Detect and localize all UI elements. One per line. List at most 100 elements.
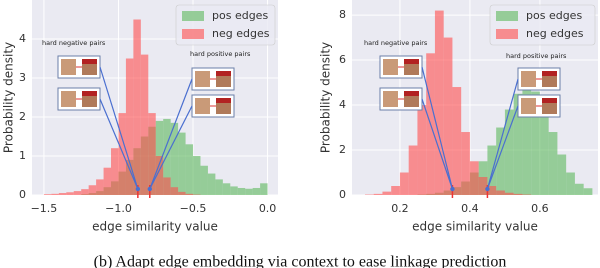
face (521, 71, 536, 87)
face-hair (542, 71, 557, 76)
y-axis-label: Probability density (319, 42, 333, 153)
legend-swatch (496, 11, 518, 21)
y-tick-label: 2 (339, 143, 346, 156)
face-hair (216, 71, 231, 76)
histogram-bar (185, 144, 194, 195)
y-tick-label: 0 (19, 188, 26, 201)
histogram-bar (531, 91, 540, 195)
y-tick-label: 2 (19, 110, 26, 123)
histogram-bar (51, 193, 59, 195)
histogram-bar (522, 84, 532, 195)
x-tick-label: 0.0 (259, 202, 277, 215)
pointer-dot (147, 186, 152, 192)
histogram-bar (513, 93, 523, 195)
x-tick-label: −0.5 (180, 202, 207, 215)
histogram-bar (73, 191, 82, 195)
pointer-line (486, 105, 519, 190)
histogram-bar (125, 58, 134, 195)
chart: 0 1 2 3 4 −1.5 −1.0 −0.5 0.0 edge similarity valu… (2, 0, 278, 234)
histogram-bar (487, 145, 497, 195)
histogram-bar (170, 187, 179, 195)
histogram-bar (382, 191, 392, 195)
histogram-bar (237, 187, 246, 195)
histogram-bar (178, 132, 186, 195)
histogram-bar (504, 109, 514, 195)
x-tick-label: −1.0 (105, 202, 132, 215)
histogram-bar (245, 188, 253, 195)
y-axis-label: Probability density (2, 42, 16, 153)
histogram-bar (148, 113, 156, 195)
histogram-bar (81, 189, 89, 195)
legend-label: neg edges (526, 27, 584, 40)
annotation: hard positive pairs (506, 52, 567, 60)
x-tick-label: 0.6 (531, 202, 549, 215)
histogram-bar (496, 127, 505, 195)
pointer-line (421, 66, 454, 190)
face (195, 98, 210, 114)
histogram-bar (408, 145, 418, 195)
y-tick-label: 4 (19, 32, 26, 45)
histogram-bar (111, 148, 119, 195)
pointer-dot (450, 186, 455, 192)
y-tick-label: 0 (339, 188, 346, 201)
histogram-bar (133, 19, 141, 195)
pointer-line (486, 78, 519, 190)
histogram-bar (215, 179, 223, 195)
face (61, 59, 76, 75)
histogram-bar (260, 183, 268, 195)
legend-label: pos edges (212, 9, 268, 22)
y-tick-label: 6 (339, 53, 346, 66)
histogram-bar (140, 54, 149, 195)
histogram-bar (574, 183, 584, 195)
pointer-line (99, 66, 139, 190)
face (521, 98, 536, 114)
legend-swatch (182, 29, 204, 39)
face (383, 91, 398, 107)
annotation: hard negative pairs (364, 39, 428, 47)
pointer-dot (135, 186, 141, 192)
x-tick-label: −1.5 (31, 202, 58, 215)
pointer-line (149, 105, 193, 190)
face-hair (404, 59, 419, 64)
y-tick-label: 3 (19, 71, 26, 84)
annotation: hard positive pairs (190, 50, 251, 58)
histogram-bar (504, 192, 514, 195)
histogram-bar (58, 193, 67, 195)
histogram-bar (170, 122, 179, 195)
chart: 0 2 4 6 8 0.2 0.4 0.6 edge similarity value Proba… (319, 0, 598, 234)
histogram-bar (461, 132, 470, 195)
histogram-bar (118, 113, 126, 195)
histogram-bar (88, 185, 97, 195)
legend-swatch (496, 29, 518, 39)
histogram-bar (583, 188, 593, 195)
histogram-bar (373, 193, 383, 195)
face-hair (542, 98, 557, 103)
face-hair (404, 91, 419, 96)
histogram-bar (207, 173, 216, 195)
histogram-bar (185, 193, 194, 195)
histogram-bar (222, 183, 231, 195)
histogram-bar (539, 109, 549, 195)
histogram-bar (200, 165, 208, 195)
histogram-bar (443, 37, 453, 196)
pointer-line (149, 78, 193, 190)
histogram-bar (513, 193, 523, 195)
y-tick-label: 8 (339, 8, 346, 21)
pointer-dot (485, 186, 490, 192)
face (383, 59, 398, 75)
face (61, 91, 76, 107)
pointer-line (421, 98, 453, 190)
histogram-bar (566, 172, 575, 195)
face-hair (82, 91, 97, 96)
histogram-bar (178, 191, 186, 195)
x-tick-label: 0.4 (461, 202, 479, 215)
histogram-bar (399, 172, 409, 195)
histogram-bar (469, 161, 479, 195)
histogram-bar (163, 118, 171, 195)
histogram-bar (417, 105, 427, 195)
x-axis-label: edge similarity value (92, 220, 218, 234)
histogram-bar (252, 187, 261, 195)
histogram-bar (163, 177, 171, 195)
y-tick-label: 1 (19, 149, 26, 162)
